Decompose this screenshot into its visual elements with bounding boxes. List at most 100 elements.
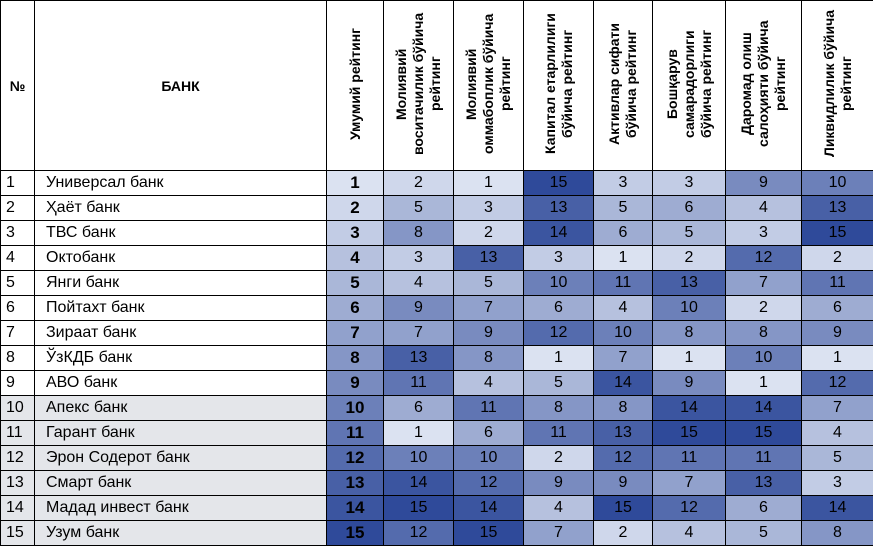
rating-cell: 4 <box>593 295 653 321</box>
overall-rating: 15 <box>326 520 384 546</box>
rating-cell: 4 <box>725 195 802 221</box>
rating-cell: 4 <box>383 270 454 296</box>
rating-cell: 15 <box>801 220 873 246</box>
row-number: 15 <box>0 520 35 546</box>
rating-cell: 10 <box>593 320 653 346</box>
rating-cell: 2 <box>801 245 873 271</box>
rating-cell: 15 <box>523 170 594 196</box>
rating-cell: 3 <box>725 220 802 246</box>
rating-cell: 9 <box>383 295 454 321</box>
row-number: 7 <box>0 320 35 346</box>
rating-cell: 4 <box>801 420 873 446</box>
rating-cell: 13 <box>523 195 594 221</box>
header-criterion-3: Капитал етарлилиги бўйича рейтинг <box>523 0 594 171</box>
rating-cell: 7 <box>383 320 454 346</box>
rating-cell: 6 <box>523 295 594 321</box>
row-number: 12 <box>0 445 35 471</box>
rating-cell: 14 <box>652 395 726 421</box>
overall-rating: 5 <box>326 270 384 296</box>
row-number: 14 <box>0 495 35 521</box>
rating-cell: 3 <box>593 170 653 196</box>
row-number: 9 <box>0 370 35 396</box>
header-criterion-label: Бошқарув самарадорлиги бўйича рейтинг <box>663 29 714 139</box>
rating-cell: 9 <box>801 320 873 346</box>
overall-rating: 3 <box>326 220 384 246</box>
rating-cell: 2 <box>652 245 726 271</box>
header-criterion-2: Молиявий оммабоплик бўйича рейтинг <box>453 0 524 171</box>
rating-cell: 9 <box>453 320 524 346</box>
rating-cell: 7 <box>523 520 594 546</box>
table-row: 8 ЎзКДБ банк 8 13 8 1 7 1 10 1 <box>0 345 873 371</box>
rating-cell: 5 <box>453 270 524 296</box>
header-criterion-label: Молиявий оммабоплик бўйича рейтинг <box>463 13 513 155</box>
bank-name: Пойтахт банк <box>34 295 327 321</box>
rating-cell: 5 <box>523 370 594 396</box>
rating-cell: 10 <box>801 170 873 196</box>
rating-cell: 15 <box>453 520 524 546</box>
overall-rating: 11 <box>326 420 384 446</box>
rating-cell: 15 <box>652 420 726 446</box>
rating-cell: 5 <box>383 195 454 221</box>
rating-cell: 2 <box>383 170 454 196</box>
rating-cell: 2 <box>453 220 524 246</box>
rating-cell: 15 <box>725 420 802 446</box>
overall-rating: 12 <box>326 445 384 471</box>
rating-cell: 2 <box>523 445 594 471</box>
table-row: 12 Эрон Содерот банк 12 10 10 2 12 11 11 5 <box>0 445 873 471</box>
header-bank: БАНК <box>34 0 327 171</box>
rating-cell: 14 <box>593 370 653 396</box>
header-criterion-label: Молиявий воситачилик бўйича рейтинг <box>393 12 443 156</box>
rating-cell: 14 <box>453 495 524 521</box>
bank-name: Янги банк <box>34 270 327 296</box>
rating-cell: 11 <box>453 395 524 421</box>
rating-cell: 5 <box>652 220 726 246</box>
rating-cell: 7 <box>652 470 726 496</box>
rating-cell: 13 <box>725 470 802 496</box>
overall-rating: 9 <box>326 370 384 396</box>
rating-cell: 13 <box>801 195 873 221</box>
header-criterion-label: Даромад олиш салоҳияти бўйича рейтинг <box>738 20 788 148</box>
bank-name: Зираат банк <box>34 320 327 346</box>
rating-cell: 6 <box>652 195 726 221</box>
overall-rating: 6 <box>326 295 384 321</box>
row-number: 6 <box>0 295 35 321</box>
rating-cell: 5 <box>593 195 653 221</box>
row-number: 11 <box>0 420 35 446</box>
rating-cell: 6 <box>453 420 524 446</box>
row-number: 5 <box>0 270 35 296</box>
rating-cell: 9 <box>725 170 802 196</box>
rating-cell: 3 <box>801 470 873 496</box>
rating-cell: 8 <box>453 345 524 371</box>
rating-cell: 2 <box>593 520 653 546</box>
overall-rating: 2 <box>326 195 384 221</box>
row-number: 1 <box>0 170 35 196</box>
rating-cell: 11 <box>801 270 873 296</box>
rating-cell: 8 <box>801 520 873 546</box>
rating-cell: 3 <box>523 245 594 271</box>
rating-cell: 8 <box>652 320 726 346</box>
overall-rating: 8 <box>326 345 384 371</box>
table-row: 1 Универсал банк 1 2 1 15 3 3 9 10 <box>0 170 873 196</box>
rating-cell: 1 <box>383 420 454 446</box>
header-criterion-6: Даромад олиш салоҳияти бўйича рейтинг <box>725 0 802 171</box>
bank-name: Эрон Содерот банк <box>34 445 327 471</box>
table-row: 7 Зираат банк 7 7 9 12 10 8 8 9 <box>0 320 873 346</box>
header-criterion-7: Ликвидлилик бўйича рейтинг <box>801 0 873 171</box>
header-criterion-5: Бошқарув самарадорлиги бўйича рейтинг <box>652 0 726 171</box>
rating-cell: 13 <box>652 270 726 296</box>
table-row: 4 Октобанк 4 3 13 3 1 2 12 2 <box>0 245 873 271</box>
table-row: 15 Узум банк 15 12 15 7 2 4 5 8 <box>0 520 873 546</box>
rating-cell: 1 <box>593 245 653 271</box>
rating-cell: 9 <box>652 370 726 396</box>
header-row: № БАНК Умумий рейтинг Молиявий воситачил… <box>0 0 873 171</box>
rating-cell: 12 <box>523 320 594 346</box>
rating-cell: 4 <box>453 370 524 396</box>
rating-cell: 11 <box>523 420 594 446</box>
row-number: 3 <box>0 220 35 246</box>
bank-name: Узум банк <box>34 520 327 546</box>
rating-cell: 7 <box>801 395 873 421</box>
row-number: 13 <box>0 470 35 496</box>
rating-cell: 6 <box>725 495 802 521</box>
rating-cell: 12 <box>593 445 653 471</box>
